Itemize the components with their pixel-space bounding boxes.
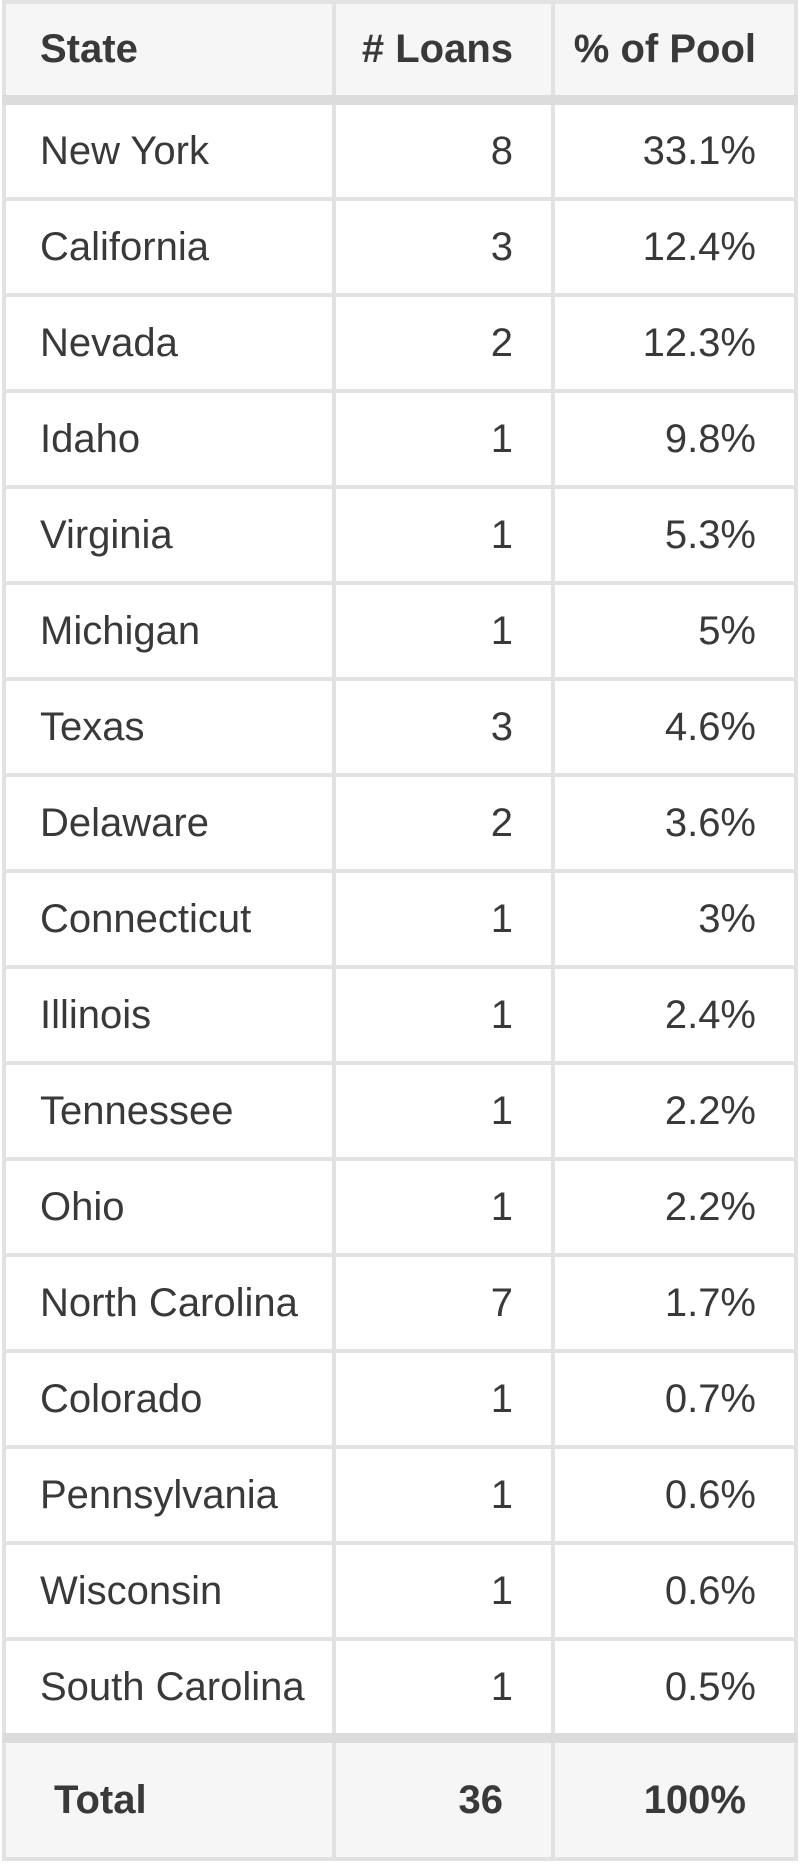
- table-row: South Carolina 1 0.5%: [2, 1637, 798, 1743]
- loans-cell: 3: [332, 677, 555, 777]
- loans-cell: 1: [332, 1637, 555, 1743]
- table-row: Michigan 1 5%: [2, 581, 798, 681]
- table-row: California 3 12.4%: [2, 197, 798, 297]
- state-cell: Connecticut: [2, 869, 336, 969]
- state-cell: Delaware: [2, 773, 336, 873]
- table-row: Connecticut 1 3%: [2, 869, 798, 969]
- pct-cell: 0.6%: [551, 1445, 798, 1545]
- total-loans-cell: 36: [332, 1736, 555, 1861]
- pct-cell: 33.1%: [551, 98, 798, 201]
- pct-cell: 5%: [551, 581, 798, 681]
- pct-cell: 9.8%: [551, 389, 798, 489]
- loans-cell: 1: [332, 389, 555, 489]
- table-row: Colorado 1 0.7%: [2, 1349, 798, 1449]
- pct-cell: 0.6%: [551, 1541, 798, 1641]
- pct-cell: 3.6%: [551, 773, 798, 873]
- header-loans: # Loans: [332, 0, 555, 105]
- loans-cell: 2: [332, 293, 555, 393]
- table-row: North Carolina 7 1.7%: [2, 1253, 798, 1353]
- total-pct-cell: 100%: [551, 1736, 798, 1861]
- loans-cell: 1: [332, 1157, 555, 1257]
- pct-cell: 0.7%: [551, 1349, 798, 1449]
- table-row: New York 8 33.1%: [2, 98, 798, 201]
- table-row: Ohio 1 2.2%: [2, 1157, 798, 1257]
- pct-cell: 5.3%: [551, 485, 798, 585]
- state-cell: Virginia: [2, 485, 336, 585]
- loans-cell: 1: [332, 965, 555, 1065]
- state-cell: North Carolina: [2, 1253, 336, 1353]
- table-row: Tennessee 1 2.2%: [2, 1061, 798, 1161]
- table-row: Virginia 1 5.3%: [2, 485, 798, 585]
- table-body: New York 8 33.1% California 3 12.4% Neva…: [2, 98, 798, 1743]
- loans-cell: 1: [332, 1061, 555, 1161]
- state-cell: Pennsylvania: [2, 1445, 336, 1545]
- total-row: Total 36 100%: [2, 1736, 798, 1861]
- state-cell: California: [2, 197, 336, 297]
- table-row: Nevada 2 12.3%: [2, 293, 798, 393]
- pct-cell: 3%: [551, 869, 798, 969]
- loans-cell: 8: [332, 98, 555, 201]
- loans-cell: 7: [332, 1253, 555, 1353]
- state-cell: New York: [2, 98, 336, 201]
- pct-cell: 2.2%: [551, 1157, 798, 1257]
- loans-cell: 1: [332, 581, 555, 681]
- pct-cell: 4.6%: [551, 677, 798, 777]
- header-row: State # Loans % of Pool: [2, 0, 798, 105]
- table-row: Delaware 2 3.6%: [2, 773, 798, 873]
- pct-cell: 12.4%: [551, 197, 798, 297]
- state-cell: Texas: [2, 677, 336, 777]
- state-cell: Nevada: [2, 293, 336, 393]
- loans-cell: 1: [332, 1445, 555, 1545]
- pct-cell: 0.5%: [551, 1637, 798, 1743]
- loans-cell: 1: [332, 869, 555, 969]
- loans-cell: 2: [332, 773, 555, 873]
- state-cell: South Carolina: [2, 1637, 336, 1743]
- total-label-cell: Total: [2, 1736, 336, 1861]
- state-cell: Idaho: [2, 389, 336, 489]
- state-cell: Wisconsin: [2, 1541, 336, 1641]
- pct-cell: 1.7%: [551, 1253, 798, 1353]
- loans-cell: 3: [332, 197, 555, 297]
- state-cell: Colorado: [2, 1349, 336, 1449]
- table-row: Texas 3 4.6%: [2, 677, 798, 777]
- loans-cell: 1: [332, 1541, 555, 1641]
- table-row: Idaho 1 9.8%: [2, 389, 798, 489]
- state-cell: Michigan: [2, 581, 336, 681]
- loans-cell: 1: [332, 1349, 555, 1449]
- table-row: Illinois 1 2.4%: [2, 965, 798, 1065]
- table-row: Pennsylvania 1 0.6%: [2, 1445, 798, 1545]
- state-cell: Tennessee: [2, 1061, 336, 1161]
- pct-cell: 2.2%: [551, 1061, 798, 1161]
- header-state: State: [2, 0, 336, 105]
- pct-cell: 2.4%: [551, 965, 798, 1065]
- table-row: Wisconsin 1 0.6%: [2, 1541, 798, 1641]
- header-pct: % of Pool: [551, 0, 798, 105]
- state-cell: Illinois: [2, 965, 336, 1065]
- state-cell: Ohio: [2, 1157, 336, 1257]
- loans-cell: 1: [332, 485, 555, 585]
- pct-cell: 12.3%: [551, 293, 798, 393]
